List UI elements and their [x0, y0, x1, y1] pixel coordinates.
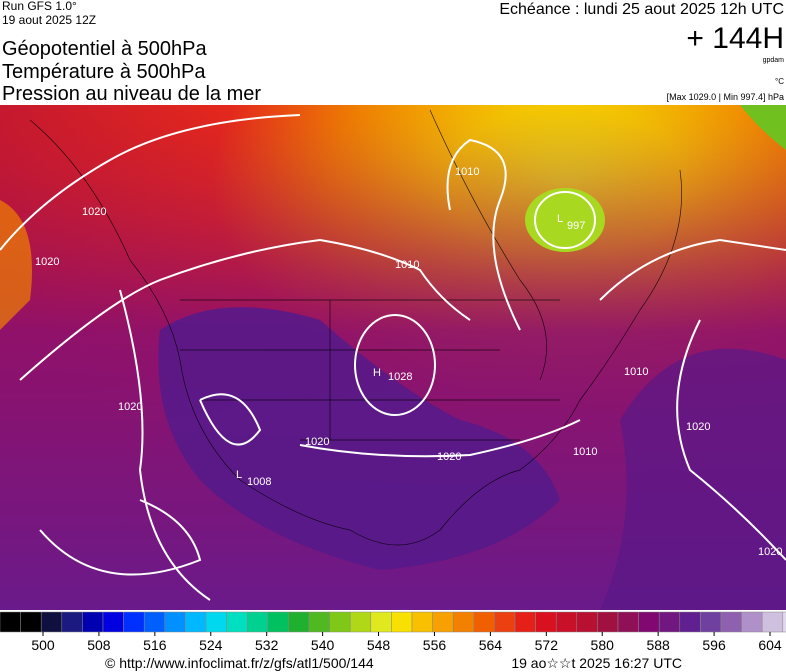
colorbar-swatch	[329, 611, 351, 633]
footer-time: 19 ao☆☆t 2025 16:27 UTC	[511, 655, 682, 671]
colorbar-label: 580	[591, 637, 615, 653]
colorbar-label: 572	[535, 637, 559, 653]
unit: °C	[775, 77, 784, 86]
colorbar-swatch	[658, 611, 681, 633]
map: L 997 H 1028 L 1008 1010 1020 1020 1020 1010 1020 10…	[0, 105, 786, 610]
colorbar-swatch	[555, 611, 578, 633]
colorbar-swatch	[123, 611, 145, 633]
colorbar-label: 604	[758, 637, 782, 653]
colorbar-swatch	[514, 611, 536, 633]
colorbar-swatch	[226, 611, 248, 633]
colorbar-swatch	[411, 611, 433, 633]
colorbar-swatch	[0, 611, 21, 633]
map-label: 1020	[305, 436, 329, 448]
field: Pression au niveau de la mer	[2, 83, 261, 105]
footer-url: © http://www.infoclimat.fr/z/gfs/atl1/50…	[105, 655, 374, 671]
map-label: 1010	[624, 366, 648, 378]
header: Run GFS 1.0° 19 aout 2025 12Z Géopotenti…	[2, 0, 784, 105]
colorbar: 500 508 516 524 532 540 548 556 564 572 580 588 596 6…	[0, 611, 786, 653]
colorbar-swatch	[61, 611, 83, 633]
colorbar-swatch	[473, 611, 495, 633]
colorbar-swatch	[720, 611, 742, 633]
colorbar-swatch	[782, 611, 786, 633]
map-label: 1028	[388, 371, 412, 383]
run-date: 19 aout 2025 12Z	[2, 13, 96, 27]
colorbar-label: 596	[702, 637, 726, 653]
colorbar-swatch	[308, 611, 330, 633]
colorbar-label: 556	[423, 637, 447, 653]
colorbar-label: 508	[87, 637, 111, 653]
colorbar-swatch	[143, 611, 166, 633]
colorbar-swatch	[494, 611, 516, 633]
echeance: Echéance : lundi 25 aout 2025 12h UTC	[499, 1, 784, 18]
colorbar-swatch	[638, 611, 660, 633]
lead-time: + 144H	[686, 22, 784, 55]
colorbar-swatch	[185, 611, 207, 633]
colorbar-swatch	[20, 611, 42, 633]
map-label: 1020	[35, 256, 59, 268]
map-label: 1020	[82, 206, 106, 218]
colorbar-label: 532	[255, 637, 279, 653]
footer: © http://www.infoclimat.fr/z/gfs/atl1/50…	[105, 655, 682, 671]
map-label: 1010	[573, 446, 597, 458]
colorbar-swatch	[741, 611, 763, 633]
colorbar-label: 540	[311, 637, 335, 653]
field: Température à 500hPa	[2, 61, 206, 83]
colorbar-swatch	[391, 611, 413, 633]
colorbar-swatch	[102, 611, 124, 633]
map-label: 1010	[395, 259, 419, 271]
colorbar-swatch	[700, 611, 722, 633]
colorbar-label: 524	[199, 637, 223, 653]
unit: gpdam	[763, 57, 785, 64]
colorbar-swatch	[288, 611, 310, 633]
range: [Max 1029.0 | Min 997.4] hPa	[667, 92, 784, 102]
colorbar-swatch	[205, 611, 227, 633]
map-label: L	[557, 213, 563, 225]
map-label: 1020	[686, 421, 710, 433]
map-label: 1008	[247, 476, 271, 488]
map-label: 1020	[118, 401, 142, 413]
colorbar-label: 548	[367, 637, 391, 653]
colorbar-swatch	[679, 611, 701, 633]
colorbar-swatch	[40, 611, 63, 633]
map-label: 1010	[455, 166, 479, 178]
colorbar-swatch	[535, 611, 557, 633]
colorbar-label: 516	[143, 637, 167, 653]
colorbar-swatch	[164, 611, 186, 633]
colorbar-swatch	[349, 611, 372, 633]
colorbar-swatch	[246, 611, 269, 633]
map-label: L	[236, 469, 242, 481]
map-label: 997	[567, 220, 585, 232]
colorbar-swatch	[761, 611, 784, 633]
colorbar-swatch	[267, 611, 289, 633]
colorbar-swatch	[617, 611, 639, 633]
map-label: H	[373, 367, 381, 379]
colorbar-swatch	[432, 611, 454, 633]
map-label: 1020	[437, 451, 461, 463]
colorbar-swatch	[576, 611, 598, 633]
colorbar-swatch	[82, 611, 104, 633]
colorbar-label: 588	[646, 637, 670, 653]
colorbar-swatch	[452, 611, 475, 633]
map-label: 1020	[758, 546, 782, 558]
colorbar-label: 564	[479, 637, 503, 653]
colorbar-swatch	[597, 611, 619, 633]
colorbar-swatch	[370, 611, 392, 633]
field: Géopotentiel à 500hPa	[2, 38, 207, 60]
colorbar-label: 500	[31, 637, 55, 653]
run: Run GFS 1.0°	[2, 0, 77, 13]
